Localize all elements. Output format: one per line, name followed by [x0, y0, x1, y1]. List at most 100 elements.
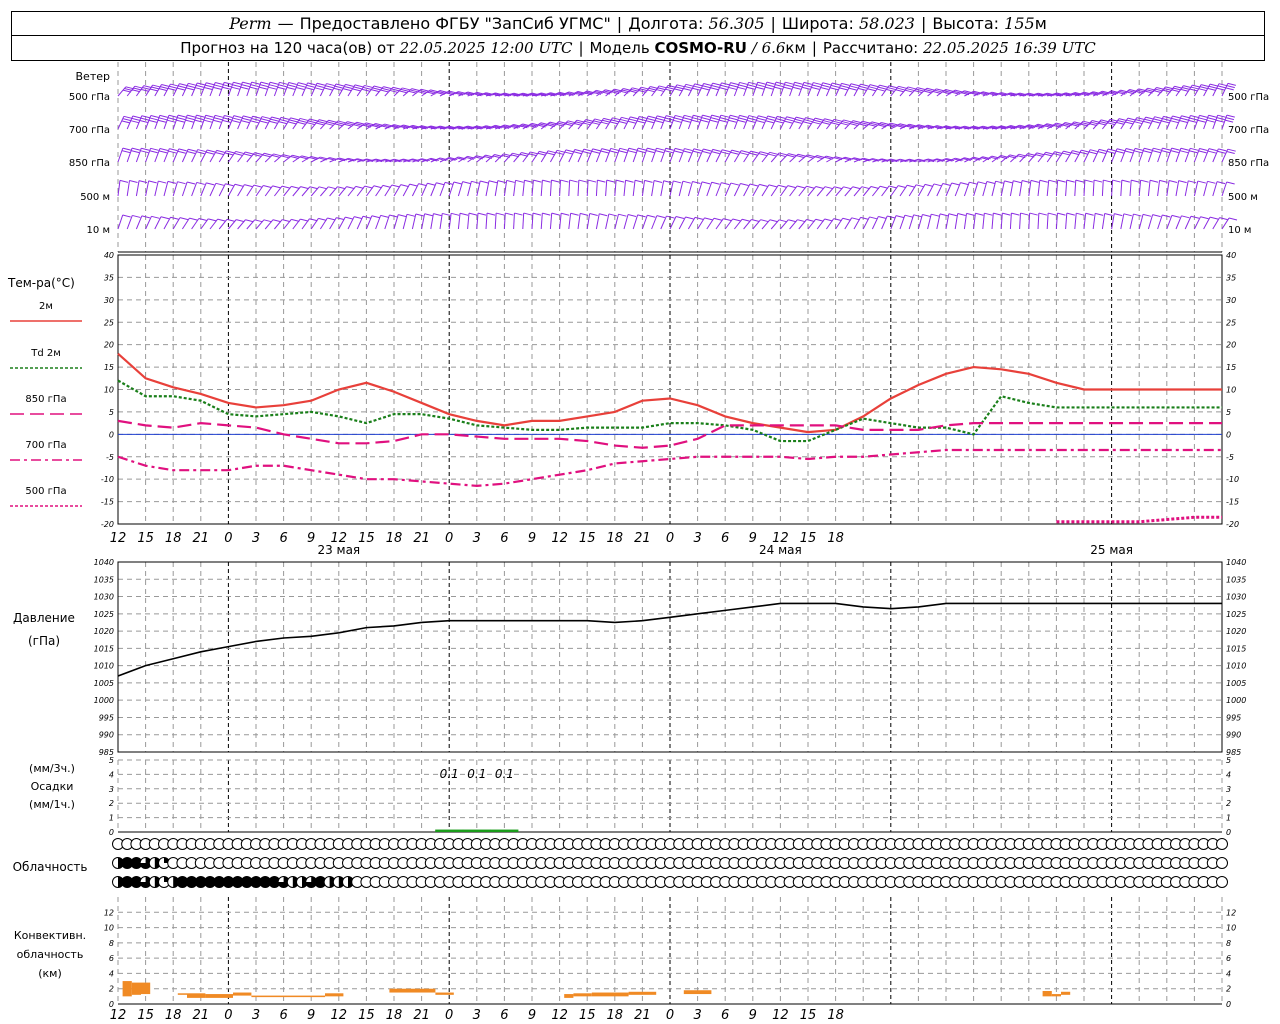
wind-barb	[329, 120, 347, 130]
wind-barb-flag	[213, 119, 222, 123]
wind-barb	[1056, 92, 1074, 97]
wind-barb-flag	[570, 212, 579, 216]
wind-barb-flag	[176, 119, 185, 123]
wind-barb-shaft	[494, 180, 499, 197]
wind-barb	[963, 212, 975, 230]
wind-barb	[117, 86, 134, 97]
wind-barb-shaft	[1092, 180, 1095, 197]
wind-barb-flag	[1048, 179, 1057, 183]
wind-barb-flag	[915, 88, 925, 92]
wind-barb	[1221, 181, 1235, 197]
wind-barb-flag	[682, 119, 691, 123]
wind-barb-flag	[778, 152, 788, 156]
wind-barb-shaft	[301, 186, 311, 197]
wind-barb-flag	[1090, 149, 1099, 153]
wind-barb-flag	[458, 156, 467, 160]
wind-level-label-left: 700 гПа	[69, 125, 110, 136]
wind-barb-flag	[1181, 87, 1191, 91]
wind-barb-flag	[1152, 214, 1161, 218]
wind-barb-flag	[620, 118, 629, 122]
wind-barb-flag	[627, 214, 637, 217]
wind-barb-shaft	[973, 213, 976, 230]
wind-barb-shaft	[522, 213, 525, 230]
model-resolution: 6.6	[761, 39, 786, 57]
wind-barb	[1120, 117, 1136, 130]
pressure-tick-right: 1010	[1226, 662, 1246, 671]
wind-barb-flag	[149, 117, 158, 121]
longitude-label: Долгота:	[628, 14, 704, 33]
wind-barb	[789, 153, 807, 163]
wind-barb-flag	[803, 121, 812, 125]
wind-barb	[209, 82, 224, 97]
wind-barb-flag	[1180, 147, 1189, 151]
wind-barb-flag	[869, 216, 878, 220]
wind-barb-flag	[1062, 93, 1071, 97]
wind-barb-flag	[986, 180, 995, 184]
wind-barb	[356, 84, 373, 97]
wind-barb-flag	[261, 116, 271, 120]
wind-barb-flag	[250, 120, 259, 124]
wind-barb-flag	[815, 186, 824, 190]
wind-barb-flag	[213, 86, 222, 90]
wind-barb-flag	[177, 114, 187, 118]
convective-x-tick: 18	[607, 1008, 624, 1023]
wind-barb	[826, 118, 843, 130]
wind-barb-flag	[936, 158, 946, 162]
convective-bar	[591, 992, 629, 997]
wind-barb	[678, 216, 694, 230]
wind-barb	[881, 185, 898, 197]
wind-barb-shaft	[274, 219, 283, 230]
wind-barb-flag	[216, 149, 225, 153]
wind-barb	[200, 114, 214, 130]
wind-barb	[172, 148, 187, 163]
wind-barb	[623, 116, 639, 130]
wind-barb	[1000, 212, 1011, 230]
wind-barb-flag	[889, 159, 898, 163]
wind-barb	[743, 81, 757, 97]
wind-barb-flag	[977, 181, 987, 185]
wind-barb-flag	[131, 150, 140, 154]
wind-barb	[283, 117, 299, 130]
wind-barb-flag	[1171, 117, 1180, 121]
wind-barb-flag	[628, 147, 637, 151]
precip-value-label: 0.1	[440, 767, 459, 781]
wind-barb-flag	[1053, 153, 1062, 157]
wind-barb	[733, 81, 748, 97]
wind-barb-flag	[140, 117, 149, 121]
wind-barb-flag	[1201, 84, 1210, 88]
wind-barb	[255, 219, 272, 230]
wind-barb-flag	[788, 219, 797, 223]
wind-barb-flag	[141, 147, 150, 151]
wind-barb-shaft	[743, 219, 752, 230]
wind-barb-flag	[420, 88, 430, 92]
wind-barb-flag	[214, 114, 224, 118]
wind-barb	[825, 82, 841, 97]
wind-barb-flag	[205, 84, 214, 88]
pressure-tick-right: 1035	[1226, 575, 1246, 584]
model-name: COSMO-RU	[654, 39, 747, 57]
convective-tick-left: 12	[104, 908, 114, 917]
wind-barb-shaft	[503, 180, 508, 197]
temperature-series-td2m	[117, 379, 1222, 443]
wind-barb-shaft	[1083, 180, 1086, 197]
wind-barb	[356, 185, 373, 197]
pressure-tick-right: 1000	[1226, 696, 1246, 705]
wind-barb-flag	[177, 117, 186, 121]
wind-barb-flag	[1159, 179, 1168, 183]
wind-barb-flag	[336, 121, 345, 125]
wind-barb-shaft	[246, 219, 256, 230]
wind-barb	[577, 119, 594, 130]
wind-barb-flag	[621, 116, 630, 120]
wind-barb-flag	[1027, 125, 1036, 128]
wind-barb-flag	[1007, 93, 1016, 97]
wind-barb-flag	[867, 88, 876, 92]
wind-barb-flag	[666, 86, 675, 90]
wind-barb-flag	[1168, 179, 1178, 183]
wind-barb-shaft	[1046, 180, 1050, 197]
wind-barb-flag	[1189, 88, 1198, 92]
wind-barb-flag	[1198, 117, 1207, 121]
wind-barb-shaft	[752, 219, 761, 230]
wind-barb	[1092, 148, 1108, 163]
wind-barb-flag	[399, 90, 408, 94]
wind-barb	[715, 149, 731, 163]
